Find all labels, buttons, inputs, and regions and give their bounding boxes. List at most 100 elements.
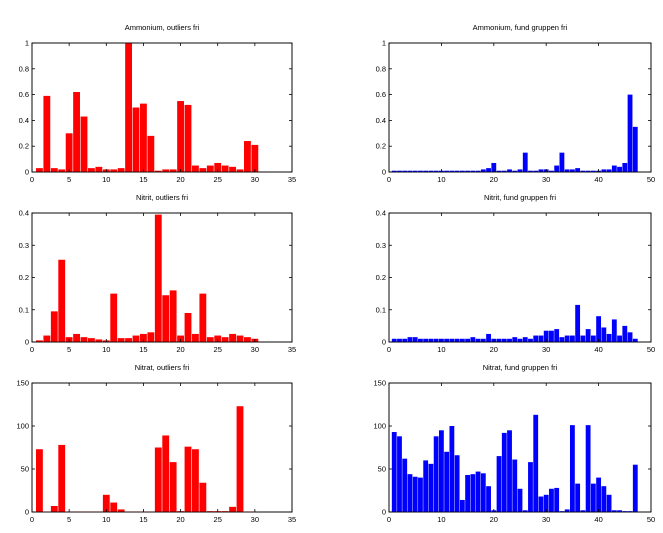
x-tick-label: 30 bbox=[251, 175, 259, 184]
bar bbox=[496, 170, 502, 172]
y-tick-label: 0.2 bbox=[376, 142, 386, 151]
bar bbox=[459, 499, 465, 512]
bar bbox=[95, 339, 103, 342]
bar bbox=[444, 338, 450, 342]
y-tick-label: 0.2 bbox=[376, 273, 386, 282]
y-tick-label: 50 bbox=[378, 465, 386, 474]
bar bbox=[454, 455, 460, 512]
bar bbox=[50, 505, 58, 512]
x-tick-label: 20 bbox=[176, 175, 184, 184]
bar bbox=[601, 169, 607, 172]
axes-border bbox=[31, 382, 293, 513]
bar bbox=[617, 166, 622, 172]
y-tick-label: 0 bbox=[25, 338, 29, 347]
bar bbox=[486, 333, 491, 342]
x-tick-label: 30 bbox=[542, 175, 550, 184]
bar bbox=[50, 311, 58, 342]
bar bbox=[596, 477, 602, 512]
bar bbox=[627, 332, 633, 342]
chart-title: Nitrit, fund gruppen fri bbox=[484, 193, 556, 202]
bar bbox=[206, 511, 214, 512]
bar bbox=[236, 169, 244, 172]
bar bbox=[199, 293, 207, 342]
bar bbox=[569, 169, 575, 172]
bar bbox=[433, 436, 439, 512]
x-tick-label: 0 bbox=[30, 345, 34, 354]
bar bbox=[402, 170, 408, 172]
bar bbox=[575, 483, 581, 512]
bar bbox=[110, 169, 118, 172]
bar bbox=[244, 141, 251, 172]
bar bbox=[480, 338, 486, 342]
bar bbox=[601, 486, 607, 512]
axes-frame bbox=[31, 212, 293, 343]
bar bbox=[538, 496, 544, 512]
panel-ammonium-outliers: 0 5 10 15 20 25 30 35 0 0.2 0.4 0.6 0.8 1 Ammonium, ou… bbox=[19, 23, 297, 184]
bar bbox=[528, 338, 533, 342]
bar bbox=[470, 474, 476, 512]
bar bbox=[402, 338, 408, 342]
bar bbox=[465, 338, 471, 342]
bar bbox=[554, 487, 560, 512]
y-tick-label: 0.8 bbox=[19, 64, 29, 73]
bar bbox=[397, 436, 402, 512]
bar bbox=[543, 494, 549, 512]
bar bbox=[154, 447, 162, 512]
bar bbox=[501, 432, 507, 512]
bar bbox=[391, 338, 397, 342]
x-tick-label: 20 bbox=[490, 175, 498, 184]
bar bbox=[110, 502, 118, 512]
chart-title: Nitrit, outliers fri bbox=[136, 193, 188, 202]
bar bbox=[480, 169, 486, 172]
bar bbox=[58, 259, 66, 342]
axes-border bbox=[388, 42, 652, 173]
bar bbox=[622, 325, 628, 342]
bar bbox=[244, 337, 251, 342]
x-tick-label: 5 bbox=[67, 175, 71, 184]
bar bbox=[117, 509, 125, 512]
axes-border bbox=[388, 382, 652, 513]
bar bbox=[522, 337, 528, 342]
bar bbox=[36, 340, 43, 342]
y-tick-label: 100 bbox=[16, 422, 29, 431]
y-tick-label: 0.4 bbox=[19, 209, 29, 218]
bar bbox=[622, 511, 628, 512]
y-tick-label: 0 bbox=[382, 338, 386, 347]
bar bbox=[480, 473, 486, 512]
bar bbox=[449, 338, 455, 342]
bar bbox=[449, 170, 455, 172]
bar bbox=[585, 329, 591, 342]
bar bbox=[617, 510, 622, 512]
bar bbox=[412, 170, 418, 172]
bar bbox=[617, 335, 622, 342]
x-tick-label: 35 bbox=[288, 175, 296, 184]
bar bbox=[459, 170, 465, 172]
bar bbox=[507, 169, 512, 172]
bar bbox=[36, 168, 43, 172]
bar bbox=[412, 337, 418, 342]
bar bbox=[58, 169, 66, 172]
bar bbox=[199, 482, 207, 512]
x-tick-label: 40 bbox=[594, 515, 602, 524]
chart-title: Nitrat, fund gruppen fri bbox=[483, 363, 558, 372]
bar bbox=[606, 169, 612, 172]
y-tick-label: 0.2 bbox=[19, 142, 29, 151]
bar bbox=[433, 338, 439, 342]
bar bbox=[206, 337, 214, 342]
bar bbox=[538, 169, 544, 172]
x-tick-label: 10 bbox=[437, 515, 445, 524]
bar bbox=[554, 165, 560, 172]
bar bbox=[199, 168, 207, 172]
bar bbox=[140, 333, 147, 342]
x-tick-label: 50 bbox=[647, 345, 655, 354]
bar bbox=[528, 170, 533, 172]
bar bbox=[162, 435, 170, 512]
y-tick-label: 150 bbox=[16, 379, 29, 388]
y-tick-label: 150 bbox=[373, 379, 386, 388]
y-tick-label: 0.6 bbox=[19, 90, 29, 99]
x-tick-label: 0 bbox=[387, 175, 391, 184]
bar bbox=[569, 335, 575, 342]
bar bbox=[88, 338, 95, 342]
bar bbox=[162, 295, 170, 342]
